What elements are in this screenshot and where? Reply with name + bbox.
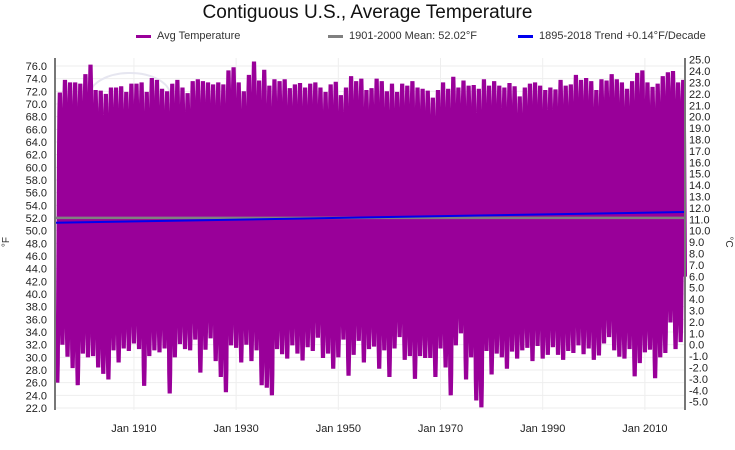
- y-tick-label: 58.0: [26, 175, 47, 187]
- y-axis-ticks: 22.024.026.028.030.032.034.036.038.040.0…: [26, 61, 47, 415]
- y2-tick-label: 7.0: [689, 260, 704, 272]
- y-tick-label: 70.0: [26, 99, 47, 111]
- y2-tick-label: 3.0: [689, 305, 704, 317]
- y2-tick-label: 5.0: [689, 283, 704, 295]
- y-tick-label: 62.0: [26, 150, 47, 162]
- y-tick-label: 40.0: [26, 289, 47, 301]
- y2-tick-label: 13.0: [689, 191, 710, 203]
- y-tick-label: 32.0: [26, 340, 47, 352]
- y2-tick-label: 17.0: [689, 146, 710, 158]
- y2-tick-label: 14.0: [689, 180, 710, 192]
- y-tick-label: 72.0: [26, 86, 47, 98]
- y-tick-label: 54.0: [26, 200, 47, 212]
- legend-item-mean[interactable]: 1901-2000 Mean: 52.02°F: [328, 28, 477, 44]
- axes: [54, 58, 686, 410]
- y2-tick-label: 24.0: [689, 66, 710, 78]
- y2-tick-label: 16.0: [689, 157, 710, 169]
- y2-tick-label: 1.0: [689, 328, 704, 340]
- y-tick-label: 68.0: [26, 112, 47, 124]
- y2-tick-label: 2.0: [689, 317, 704, 329]
- x-tick-label: Jan 2010: [622, 423, 667, 435]
- avg-temperature-line: [55, 61, 688, 408]
- y-tick-label: 50.0: [26, 226, 47, 238]
- x-tick-label: Jan 1970: [418, 423, 463, 435]
- y-tick-label: 64.0: [26, 137, 47, 149]
- y-tick-label: 42.0: [26, 276, 47, 288]
- reference-lines: [54, 210, 686, 224]
- legend-swatch-avg-temperature: [136, 34, 151, 38]
- y-tick-label: 74.0: [26, 74, 47, 86]
- avg-temperature-series: [55, 61, 688, 408]
- chart-title: Contiguous U.S., Average Temperature: [202, 2, 533, 23]
- legend-item-avg-temperature[interactable]: Avg Temperature: [136, 28, 240, 44]
- y2-tick-label: 23.0: [689, 77, 710, 89]
- y2-tick-label: 18.0: [689, 134, 710, 146]
- x-tick-label: Jan 1910: [111, 423, 156, 435]
- y2-tick-label: -4.0: [689, 385, 708, 397]
- y2-tick-label: 20.0: [689, 112, 710, 124]
- y2-tick-label: 22.0: [689, 89, 710, 101]
- legend-label-mean: 1901-2000 Mean: 52.02°F: [349, 30, 477, 42]
- legend-item-trend[interactable]: 1895-2018 Trend +0.14°F/Decade: [518, 28, 706, 44]
- y-tick-label: 34.0: [26, 327, 47, 339]
- y-tick-label: 66.0: [26, 124, 47, 136]
- y2-tick-label: -3.0: [689, 374, 708, 386]
- y2-tick-label: 4.0: [689, 294, 704, 306]
- y-tick-label: 22.0: [26, 403, 47, 415]
- y2-tick-label: 0.0: [689, 340, 704, 352]
- y-tick-label: 44.0: [26, 264, 47, 276]
- y-tick-label: 24.0: [26, 390, 47, 402]
- y2-tick-label: -2.0: [689, 362, 708, 374]
- y2-tick-label: 9.0: [689, 237, 704, 249]
- y2-tick-label: 15.0: [689, 169, 710, 181]
- y-tick-label: 56.0: [26, 188, 47, 200]
- y2-axis-label: °C: [723, 236, 734, 247]
- x-tick-label: Jan 1930: [213, 423, 258, 435]
- y2-tick-label: 12.0: [689, 203, 710, 215]
- x-tick-label: Jan 1990: [520, 423, 565, 435]
- y-tick-label: 46.0: [26, 251, 47, 263]
- y-axis-label: °F: [1, 237, 12, 247]
- y-tick-label: 30.0: [26, 352, 47, 364]
- y-tick-label: 60.0: [26, 162, 47, 174]
- y2-tick-label: 10.0: [689, 226, 710, 238]
- legend-label-avg-temperature: Avg Temperature: [157, 30, 241, 42]
- y2-tick-label: 21.0: [689, 100, 710, 112]
- y-tick-label: 38.0: [26, 302, 47, 314]
- legend-swatch-mean: [328, 34, 343, 38]
- y-tick-label: 28.0: [26, 365, 47, 377]
- legend-label-trend: 1895-2018 Trend +0.14°F/Decade: [539, 30, 706, 42]
- x-axis-ticks: Jan 1910 Jan 1930 Jan 1950 Jan 1970 Jan 1990…: [111, 423, 667, 435]
- y-tick-label: 52.0: [26, 213, 47, 225]
- y2-tick-label: 8.0: [689, 248, 704, 260]
- legend-swatch-trend: [518, 34, 533, 38]
- y2-tick-label: 25.0: [689, 55, 710, 67]
- y-tick-label: 26.0: [26, 378, 47, 390]
- y-tick-label: 76.0: [26, 61, 47, 73]
- trend-line: [54, 210, 686, 224]
- y2-tick-label: 6.0: [689, 271, 704, 283]
- y2-tick-label: -5.0: [689, 397, 708, 409]
- x-tick-label: Jan 1950: [316, 423, 361, 435]
- y-tick-label: 48.0: [26, 238, 47, 250]
- y-tick-label: 36.0: [26, 314, 47, 326]
- y2-tick-label: 19.0: [689, 123, 710, 135]
- y2-tick-label: -1.0: [689, 351, 708, 363]
- y2-tick-label: 11.0: [689, 214, 710, 226]
- y2-axis-ticks: -5.0-4.0-3.0-2.0-1.00.01.02.03.04.05.06.…: [689, 55, 710, 409]
